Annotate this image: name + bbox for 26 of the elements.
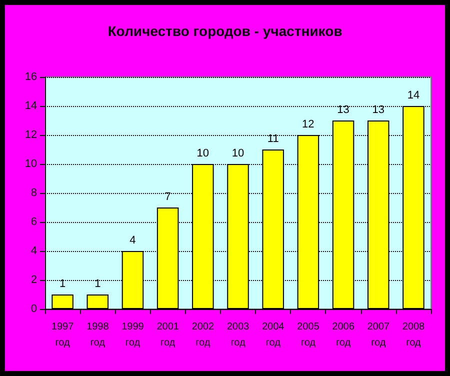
x-tick-label: 1999 год (122, 322, 144, 348)
data-label: 10 (232, 148, 244, 160)
y-tick-label: 2 (30, 274, 37, 286)
y-tick-label: 14 (24, 100, 37, 112)
y-tick-label: 6 (30, 216, 37, 228)
chart-title: Количество городов - участников (108, 23, 343, 39)
x-tick-label: 2007 год (367, 322, 390, 348)
x-tick-label: 2006 год (332, 322, 355, 348)
data-label: 12 (302, 118, 314, 130)
y-tick-label: 8 (30, 187, 37, 199)
x-tick-label: 1997 год (51, 322, 74, 348)
x-tick-label: 2005 год (297, 322, 320, 348)
data-label: 14 (407, 90, 420, 102)
y-tick-label: 0 (30, 303, 37, 315)
x-tick-label: 2008 год (402, 322, 426, 348)
x-tick-label: 1998 год (86, 322, 110, 348)
y-tick-label: 10 (24, 158, 37, 170)
x-tick-label: 2004 год (262, 322, 285, 348)
x-tick-label: 2003 год (226, 322, 250, 348)
data-label: 10 (196, 148, 210, 160)
data-label: 4 (130, 234, 136, 246)
y-tick-label: 16 (24, 71, 37, 83)
x-tick-label: 2001 год (156, 322, 180, 348)
y-tick-label: 12 (24, 129, 37, 141)
y-tick-label: 4 (30, 245, 37, 257)
x-tick-label: 2002 год (192, 322, 214, 348)
